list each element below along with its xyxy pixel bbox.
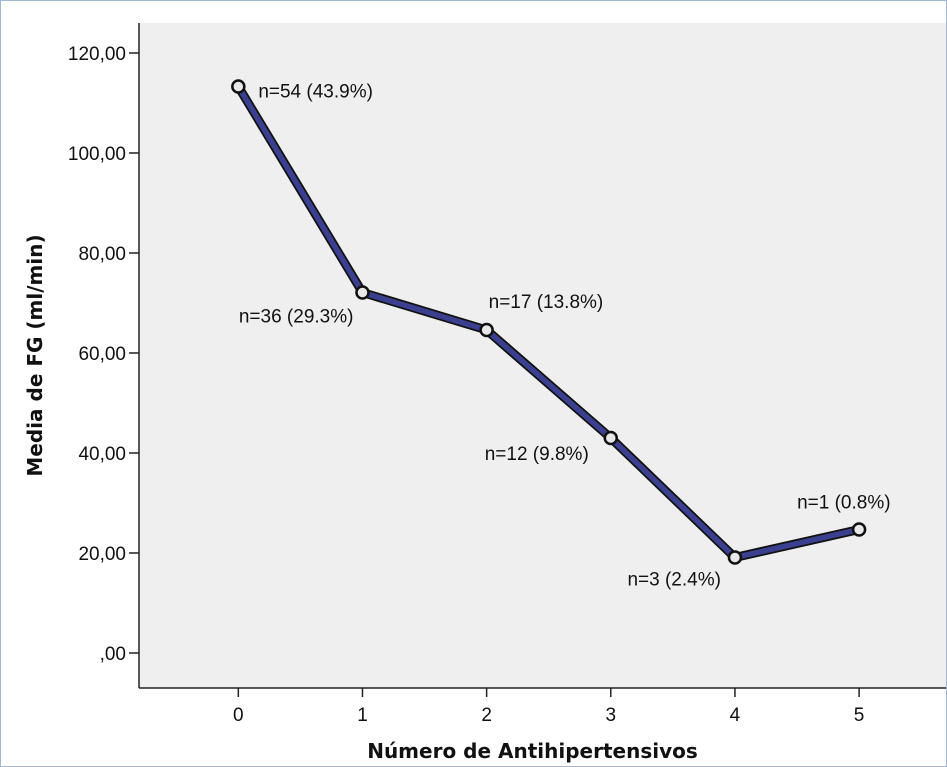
y-tick-label: 80,00 [78,244,126,265]
data-label: n=36 (29.3%) [239,307,354,328]
x-tick-label: 0 [233,705,244,726]
x-axis-title: Número de Antihipertensivos [367,739,698,763]
x-tick-label: 5 [854,705,865,726]
plot-area [139,23,946,688]
y-tick-label: 20,00 [78,544,126,565]
y-axis: ,00 20,00 40,00 60,00 80,00 100,00 120,00 [68,23,140,688]
data-label: n=12 (9.8%) [485,444,589,465]
data-point [479,322,494,338]
data-point [355,285,370,300]
data-label: n=17 (13.8%) [489,292,604,313]
y-tick-label: 120,00 [68,44,126,65]
x-axis: 0 1 2 3 4 5 [139,687,946,726]
x-tick-label: 3 [605,705,616,726]
data-point [231,79,246,94]
y-tick-label: 40,00 [78,444,126,465]
y-tick-label: 100,00 [68,144,126,165]
data-point [851,522,867,537]
y-axis-title: Media de FG (ml/min) [23,234,47,476]
series-group: n=54 (43.9%) n=36 (29.3%) n=17 (13.8%) n=12… [231,79,891,591]
data-label: n=54 (43.9%) [258,82,373,103]
y-tick-label: 60,00 [78,344,126,365]
data-label: n=1 (0.8%) [797,493,890,514]
y-tick-label: ,00 [100,644,126,665]
series-line [235,85,860,561]
data-point [727,550,743,565]
x-tick-label: 2 [481,705,492,726]
x-tick-label: 1 [357,705,368,726]
data-label: n=3 (2.4%) [627,570,720,591]
x-tick-label: 4 [730,705,741,726]
data-point [603,430,619,446]
